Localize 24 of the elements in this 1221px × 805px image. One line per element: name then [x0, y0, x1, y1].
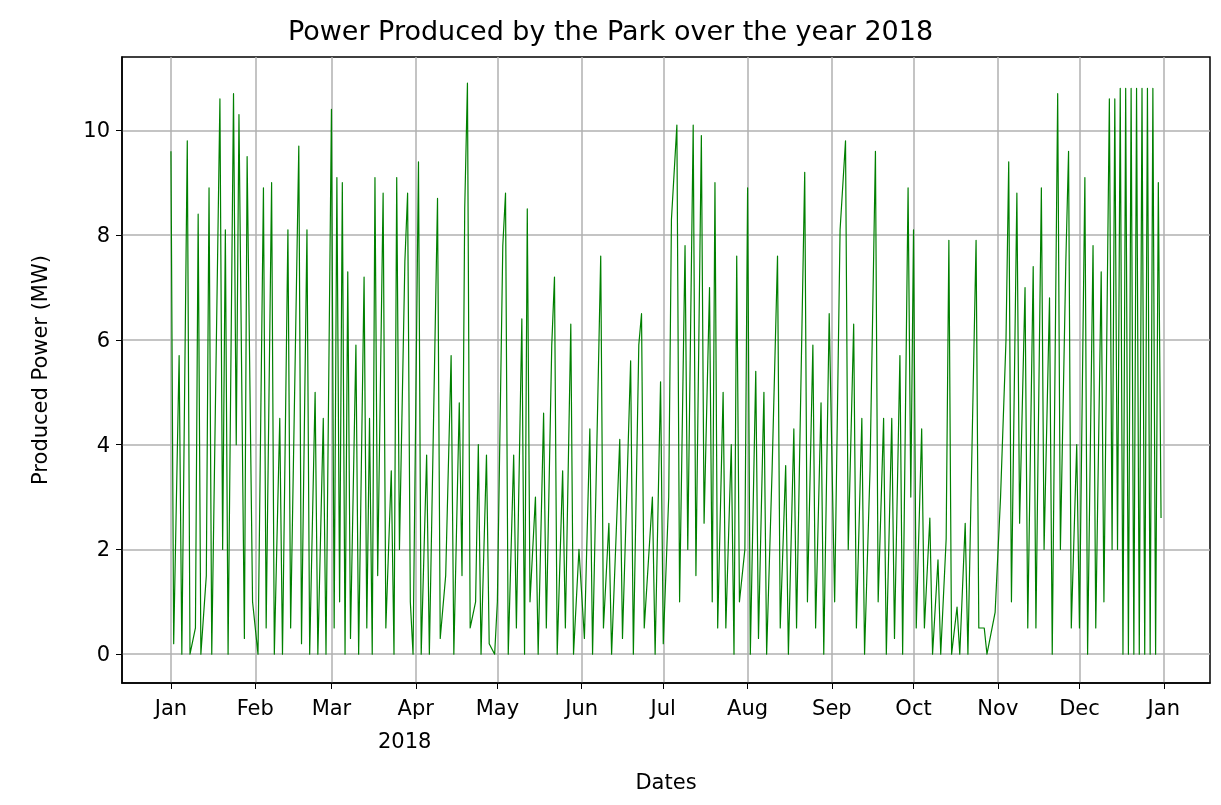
y-tick-label: 8: [96, 223, 110, 248]
x-tick-label: Nov: [977, 695, 1019, 720]
y-tick-label: 6: [96, 327, 110, 352]
x-tick-label: Jan: [1145, 695, 1180, 720]
x-tick-label: Oct: [895, 695, 932, 720]
x-tick-label: Jul: [648, 695, 676, 720]
x-tick-label: Dec: [1059, 695, 1100, 720]
x-tick-label: Jun: [563, 695, 599, 720]
x-tick-label: Sep: [812, 695, 852, 720]
x-tick-label: May: [475, 695, 520, 720]
line-series: [170, 82, 1162, 655]
chart-title: Power Produced by the Park over the year 2018: [287, 15, 934, 46]
x-tick-label: Aug: [727, 695, 769, 720]
y-tick-label: 10: [83, 118, 110, 143]
text: 2018: [378, 728, 432, 753]
y-tick-label: 0: [96, 642, 110, 667]
x-axis-title: Dates: [635, 769, 697, 794]
y-tick-label: 4: [96, 432, 110, 457]
x-tick-label: Apr: [397, 695, 435, 720]
x-tick-label: Mar: [311, 695, 352, 720]
y-axis-title: Produced Power (MW): [27, 255, 52, 485]
x-tick-label: Feb: [236, 695, 274, 720]
y-tick-label: 2: [96, 537, 110, 562]
x-tick-label: Jan: [152, 695, 188, 720]
